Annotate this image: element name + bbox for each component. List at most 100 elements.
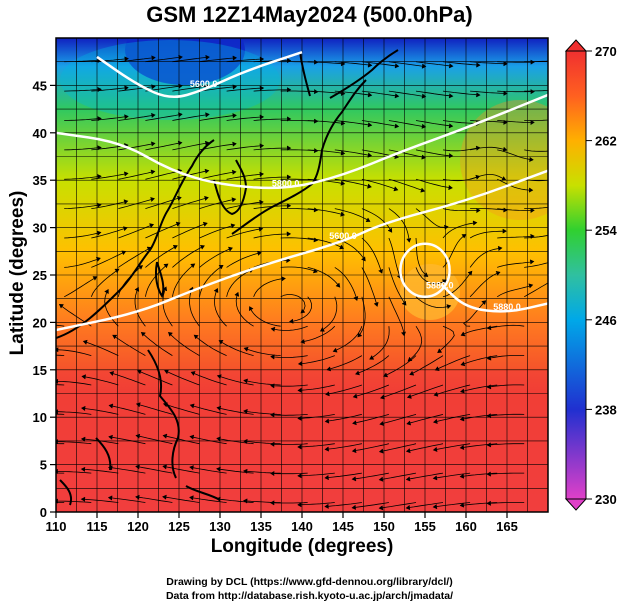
streamline <box>270 443 308 445</box>
streamline <box>361 120 399 127</box>
streamline <box>369 326 390 360</box>
streamline <box>406 414 444 425</box>
streamline <box>297 502 335 506</box>
streamline-arrowhead <box>124 56 129 62</box>
streamline <box>325 502 362 507</box>
streamline <box>199 86 237 92</box>
streamline <box>524 235 548 239</box>
streamline <box>524 262 548 268</box>
coastline-japan <box>231 79 367 235</box>
streamline-arrowhead <box>281 276 286 282</box>
streamline-arrowhead <box>300 308 306 314</box>
streamline-arrowhead <box>204 196 209 201</box>
streamline <box>487 324 525 329</box>
credit-drawing: Drawing by DCL (https://www.gfd-dennou.o… <box>166 576 453 588</box>
streamline <box>388 120 426 128</box>
streamline-arrowhead <box>205 55 210 60</box>
streamline-arrowhead <box>529 157 534 162</box>
streamline <box>487 472 525 475</box>
warm-region-east <box>460 100 548 220</box>
streamline <box>415 267 447 285</box>
streamline <box>361 267 378 307</box>
streamline-arrowhead <box>81 374 87 380</box>
streamline-arrowhead <box>164 369 169 374</box>
streamline-arrowhead <box>232 141 237 147</box>
streamline-arrowhead <box>259 114 265 120</box>
cyan-region <box>60 40 280 120</box>
x-tick-label: 135 <box>250 519 272 534</box>
streamline <box>172 197 209 209</box>
streamline-arrowhead <box>243 439 248 444</box>
streamline <box>361 61 399 67</box>
streamline-arrowhead <box>528 187 534 193</box>
streamline-arrowhead <box>369 355 374 360</box>
streamline-arrowhead <box>486 442 492 448</box>
streamline <box>270 384 308 387</box>
streamline-arrowhead <box>150 197 155 202</box>
streamline <box>118 57 156 63</box>
streamline <box>442 271 473 298</box>
streamline-arrowhead <box>351 448 357 453</box>
streamline <box>361 208 393 233</box>
streamline-arrowhead <box>421 63 427 69</box>
streamline <box>497 178 533 191</box>
streamline-arrowhead <box>121 250 127 255</box>
streamline <box>64 118 102 121</box>
streamline <box>136 403 173 415</box>
streamline <box>497 61 535 63</box>
streamline <box>470 120 508 123</box>
streamline-arrowhead <box>502 147 508 152</box>
streamline <box>524 90 548 92</box>
streamline-arrowhead <box>270 471 275 476</box>
streamline-arrowhead <box>204 168 210 174</box>
streamline <box>118 198 155 209</box>
streamline-arrowhead <box>151 84 156 90</box>
streamline <box>433 443 471 451</box>
streamline-arrowhead <box>104 289 109 294</box>
x-tick-label: 110 <box>46 519 67 534</box>
streamline <box>280 208 318 211</box>
streamline-arrowhead <box>355 370 360 376</box>
streamline-arrowhead <box>175 221 181 227</box>
streamline-arrowhead <box>394 63 400 69</box>
coastlines <box>56 49 399 506</box>
contour-label: 5600.0 <box>190 79 218 89</box>
streamline <box>355 355 390 375</box>
streamline <box>380 414 417 425</box>
streamline-arrowhead <box>352 420 357 426</box>
streamline <box>226 201 264 209</box>
streamline <box>352 443 389 452</box>
streamline <box>442 90 480 96</box>
streamline-arrowhead <box>123 226 128 231</box>
streamline <box>172 222 208 239</box>
streamline <box>442 222 477 239</box>
streamline-arrowhead <box>27 501 31 505</box>
streamline-arrowhead <box>80 466 86 472</box>
streamline-arrowhead <box>324 418 330 424</box>
streamline <box>145 263 169 297</box>
streamline <box>307 120 345 124</box>
streamline <box>325 384 363 395</box>
streamline <box>81 468 119 474</box>
streamline <box>334 120 372 126</box>
streamline-arrowhead <box>178 83 183 89</box>
streamline <box>460 472 498 477</box>
streamline <box>56 441 92 445</box>
streamline-arrowhead <box>406 420 412 426</box>
streamline <box>56 500 92 503</box>
streamline-arrowhead <box>232 113 237 119</box>
streamline-arrowhead <box>96 256 101 262</box>
streamline-arrowhead <box>134 286 140 292</box>
streamline <box>162 286 173 327</box>
colorbar-tick-label: 238 <box>595 402 617 417</box>
streamline-arrowhead <box>213 288 219 293</box>
streamline <box>56 411 92 415</box>
colorbar-tick-label: 230 <box>595 492 617 507</box>
streamline <box>435 355 471 371</box>
streamline-arrowhead <box>216 405 222 411</box>
streamline <box>326 355 363 371</box>
streamline <box>162 496 200 503</box>
streamline <box>109 405 146 415</box>
streamline <box>307 149 345 154</box>
coastline-korea <box>213 159 248 216</box>
